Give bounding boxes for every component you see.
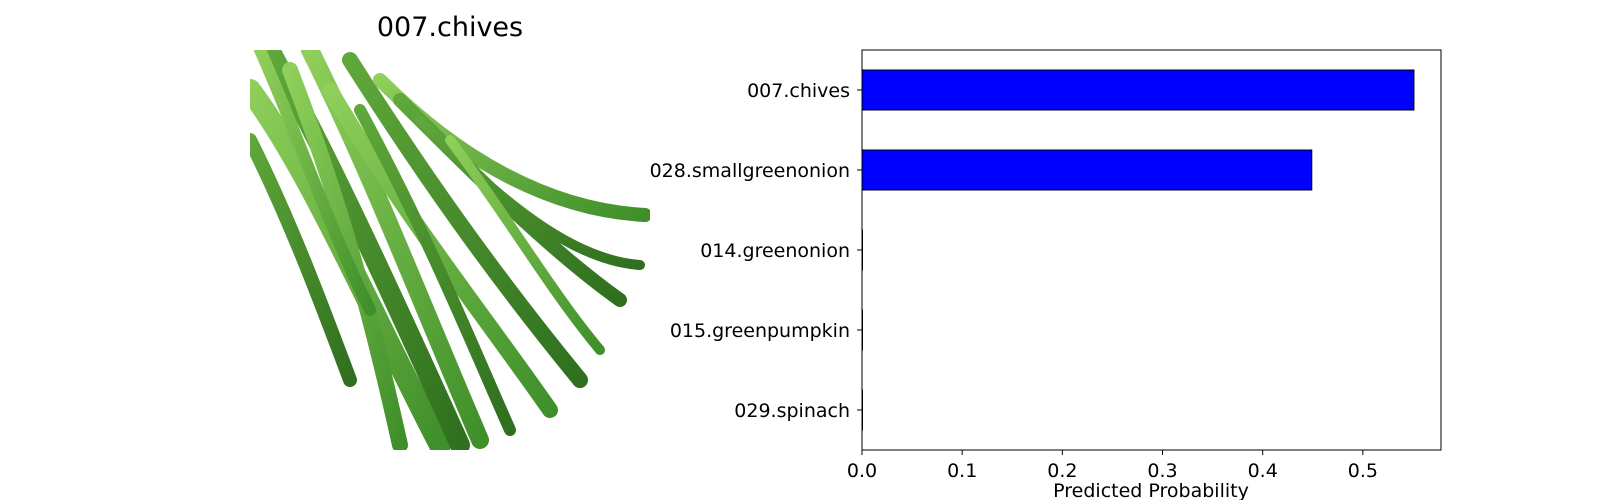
bar-028.smallgreenonion bbox=[861, 149, 1313, 191]
x-tick-label: 0.1 bbox=[947, 460, 977, 482]
x-axis-label: Predicted Probability bbox=[1053, 480, 1249, 500]
x-tick-label: 0.4 bbox=[1248, 460, 1278, 482]
image-title: 007.chives bbox=[376, 12, 524, 43]
bar-007.chives bbox=[861, 69, 1415, 111]
chives-image bbox=[250, 50, 650, 450]
x-tick-label: 0.2 bbox=[1047, 460, 1077, 482]
y-tick-label: 029.spinach bbox=[734, 400, 850, 422]
y-tick-label: 015.greenpumpkin bbox=[670, 320, 850, 342]
chives-leaves bbox=[250, 50, 650, 450]
bars-group bbox=[861, 69, 1415, 431]
x-tick-label: 0.0 bbox=[847, 460, 877, 482]
y-tick-label: 014.greenonion bbox=[700, 240, 850, 262]
y-tick-label: 028.smallgreenonion bbox=[650, 160, 850, 182]
x-tick-label: 0.3 bbox=[1147, 460, 1177, 482]
x-tick-label: 0.5 bbox=[1348, 460, 1378, 482]
y-tick-label: 007.chives bbox=[747, 80, 850, 102]
y-axis: 007.chives 028.smallgreenonion 014.greenon… bbox=[650, 80, 862, 422]
x-axis: 0.0 0.1 0.2 0.3 0.4 0.5 bbox=[847, 450, 1378, 482]
